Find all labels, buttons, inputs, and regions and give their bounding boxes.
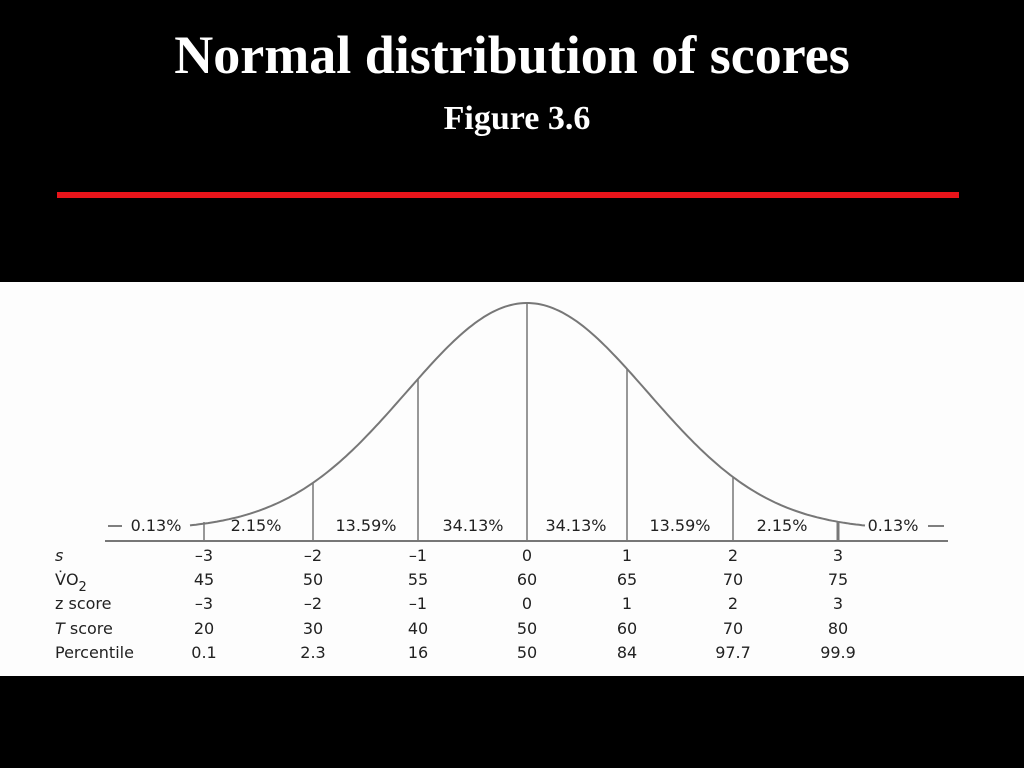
row-value: –1 xyxy=(409,594,427,613)
row-value: 1 xyxy=(622,594,632,613)
row-value: 75 xyxy=(828,570,848,589)
row-value: 3 xyxy=(833,546,843,565)
row-value: 60 xyxy=(617,619,637,638)
segment-percent: 34.13% xyxy=(442,516,503,535)
row-value: 0 xyxy=(522,594,532,613)
row-value: 50 xyxy=(517,643,537,662)
row-value: 97.7 xyxy=(715,643,751,662)
divider xyxy=(57,192,959,198)
row-label-text: V̇O xyxy=(55,570,79,589)
row-value: 30 xyxy=(303,619,323,638)
row-value: 1 xyxy=(622,546,632,565)
segment-percent: 34.13% xyxy=(545,516,606,535)
segment-percent: 13.59% xyxy=(649,516,710,535)
row-label-rest: score xyxy=(65,619,113,638)
figure-panel xyxy=(0,282,1024,676)
row-value: 99.9 xyxy=(820,643,856,662)
row-label-text: Percentile xyxy=(55,643,134,662)
row-label-text: s xyxy=(55,546,63,565)
subtitle: Figure 3.6 xyxy=(444,100,591,137)
row-label: V̇O2 xyxy=(55,570,87,595)
row-value: 0.1 xyxy=(191,643,216,662)
row-value: 50 xyxy=(517,619,537,638)
row-value: 70 xyxy=(723,570,743,589)
row-value: –2 xyxy=(304,546,322,565)
row-value: 3 xyxy=(833,594,843,613)
row-label: z score xyxy=(55,594,111,613)
row-value: 2.3 xyxy=(300,643,325,662)
row-value: 20 xyxy=(194,619,214,638)
row-label-text: T xyxy=(55,619,66,638)
row-label-sub: 2 xyxy=(79,580,87,595)
segment-percent: 0.13% xyxy=(131,516,182,535)
row-value: 2 xyxy=(728,594,738,613)
row-value: 50 xyxy=(303,570,323,589)
row-value: 80 xyxy=(828,619,848,638)
segment-percent: 13.59% xyxy=(335,516,396,535)
row-value: –3 xyxy=(195,546,213,565)
segment-percent: 2.15% xyxy=(757,516,808,535)
row-value: 0 xyxy=(522,546,532,565)
segment-percent: 2.15% xyxy=(231,516,282,535)
row-value: 2 xyxy=(728,546,738,565)
row-value: 16 xyxy=(408,643,428,662)
row-value: 40 xyxy=(408,619,428,638)
row-value: –3 xyxy=(195,594,213,613)
title: Normal distribution of scores xyxy=(174,25,849,85)
row-value: 84 xyxy=(617,643,637,662)
row-value: 65 xyxy=(617,570,637,589)
row-value: –2 xyxy=(304,594,322,613)
row-value: –1 xyxy=(409,546,427,565)
segment-percent: 0.13% xyxy=(868,516,919,535)
row-value: 60 xyxy=(517,570,537,589)
row-value: 55 xyxy=(408,570,428,589)
row-label-text: z score xyxy=(55,594,111,613)
row-value: 70 xyxy=(723,619,743,638)
row-label: s xyxy=(55,546,63,565)
figure: 0.13% 2.15% 13.59% 34.13% 34.13% 13.59% 2.15% 0… xyxy=(55,302,948,662)
row-label: T score xyxy=(55,619,113,638)
row-label: Percentile xyxy=(55,643,134,662)
row-value: 45 xyxy=(194,570,214,589)
